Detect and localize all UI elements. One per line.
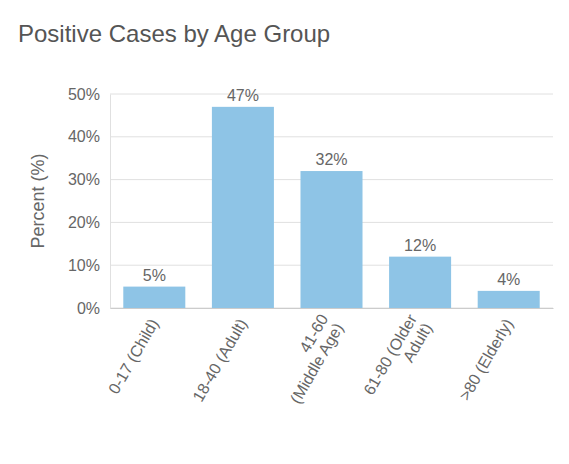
x-tick-label-line: >80 (Elderly) — [456, 316, 516, 403]
y-tick-label: 0% — [77, 300, 100, 317]
x-tick: 0-17 (Child) — [105, 308, 162, 397]
grid — [110, 94, 553, 308]
bar — [212, 107, 274, 308]
y-tick-label: 20% — [68, 214, 100, 231]
y-axis-line — [110, 95, 111, 309]
bar — [300, 171, 362, 308]
x-axis: 0-17 (Child) 18-40 (Adult) 41-60(Middle Ag… — [105, 308, 553, 406]
data-label: 47% — [227, 87, 259, 104]
bar — [478, 291, 540, 308]
y-axis: 0% 10% 20% 30% 40% 50% — [68, 86, 111, 317]
x-tick-label-line: Adult) — [400, 320, 436, 365]
data-label: 5% — [143, 267, 166, 284]
bar — [123, 287, 185, 308]
y-tick: 0% — [77, 300, 110, 317]
data-label: 4% — [497, 271, 520, 288]
chart: Positive Cases by Age Group Percent (%) 0%… — [0, 0, 569, 464]
x-tick: 41-60(Middle Age) — [272, 308, 347, 406]
grid-line — [110, 136, 553, 137]
x-tick: >80 (Elderly) — [456, 308, 516, 403]
grid-line — [110, 94, 553, 95]
y-tick: 10% — [68, 257, 110, 274]
title: Positive Cases by Age Group — [18, 20, 330, 47]
y-tick: 30% — [68, 171, 110, 188]
y-tick-label: 40% — [68, 128, 100, 145]
y-tick: 20% — [68, 214, 110, 231]
x-tick-label: >80 (Elderly) — [456, 316, 516, 403]
x-tick-label: 18-40 (Adult) — [189, 316, 250, 405]
x-tick-label-line: (Middle Age) — [287, 320, 347, 406]
bar — [389, 257, 451, 308]
y-tick: 40% — [68, 128, 110, 145]
x-tick-label: 0-17 (Child) — [105, 316, 162, 397]
bars — [123, 107, 539, 308]
y-tick-label: 50% — [68, 86, 100, 103]
x-tick-label: 41-60(Middle Age) — [272, 311, 347, 406]
data-labels: 5% 47% 32% 12% 4% — [143, 87, 521, 288]
x-axis-line — [111, 308, 554, 309]
x-tick-label: 61-80 (OlderAdult) — [360, 311, 435, 407]
x-tick-label-line: 18-40 (Adult) — [189, 316, 250, 405]
x-tick: 61-80 (OlderAdult) — [360, 308, 435, 406]
y-axis-title: Percent (%) — [28, 153, 48, 248]
data-label: 12% — [404, 237, 436, 254]
y-tick-label: 10% — [68, 257, 100, 274]
data-label: 32% — [315, 151, 347, 168]
x-tick: 18-40 (Adult) — [189, 308, 250, 404]
y-tick: 50% — [68, 86, 110, 103]
y-tick-label: 30% — [68, 171, 100, 188]
x-tick-label-line: 0-17 (Child) — [105, 316, 162, 397]
